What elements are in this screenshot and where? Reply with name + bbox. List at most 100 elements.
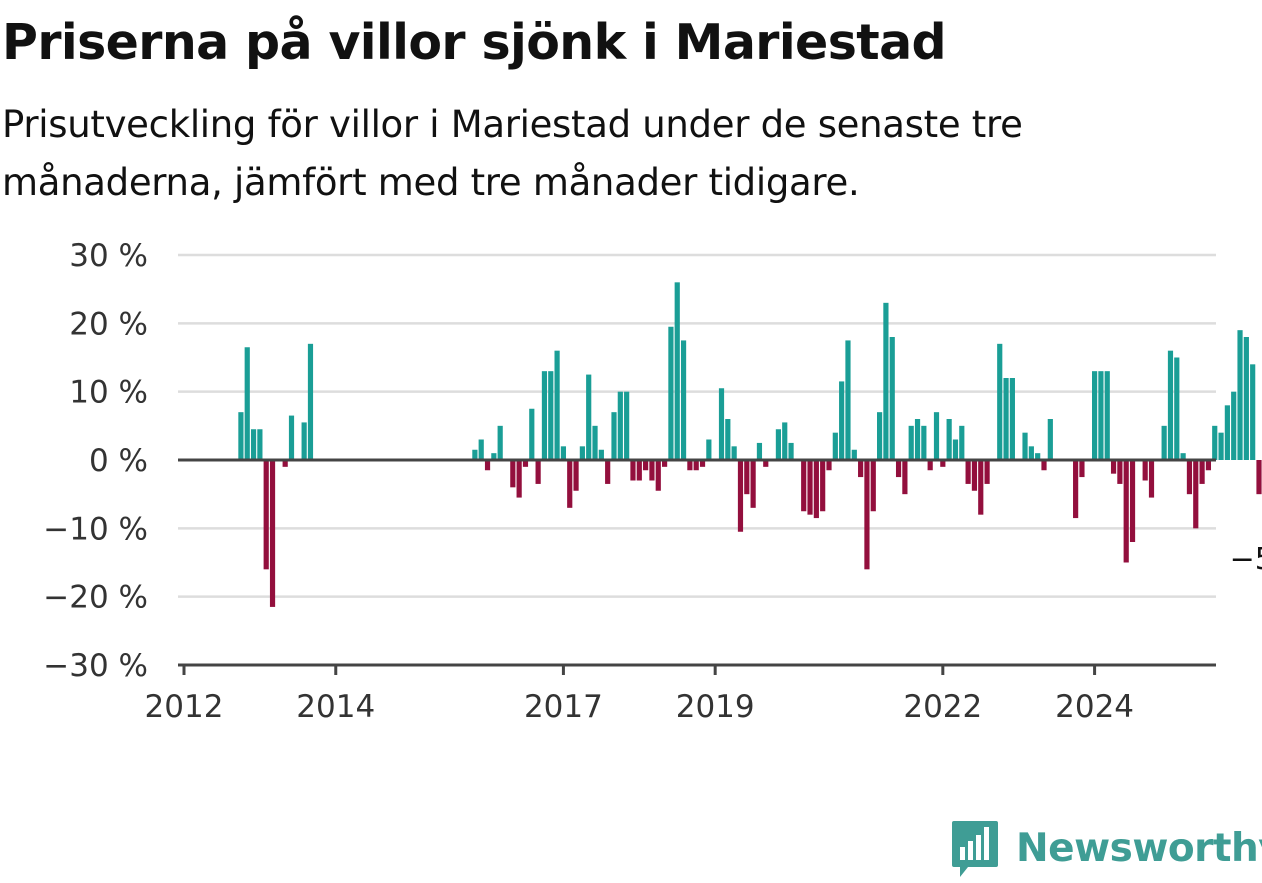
bar-positive <box>617 391 623 460</box>
bar-positive <box>775 429 782 460</box>
bar-positive <box>1009 378 1015 460</box>
bar-positive <box>244 347 250 460</box>
bar-negative <box>826 460 832 471</box>
bar-positive <box>1224 405 1230 460</box>
bar-negative <box>895 460 902 478</box>
bar-negative <box>699 460 706 467</box>
bar-positive <box>257 429 263 460</box>
bar-positive <box>238 412 244 460</box>
bar-negative <box>858 460 864 478</box>
bar-negative <box>567 460 573 508</box>
bar-negative <box>605 460 611 484</box>
annotations: −5 % <box>1227 539 1262 580</box>
bar-negative <box>902 460 908 495</box>
bar-negative <box>1129 460 1136 542</box>
bar-positive <box>921 425 927 460</box>
bar-positive <box>1237 330 1243 460</box>
bar-positive <box>1098 371 1104 460</box>
bar-negative <box>1079 460 1085 478</box>
bar-negative <box>643 460 649 471</box>
bar-negative <box>484 460 491 471</box>
bar-positive <box>788 442 794 460</box>
bar-positive <box>624 391 630 460</box>
bar-positive <box>1218 432 1224 460</box>
bar-negative <box>269 460 276 607</box>
bar-positive <box>832 432 838 460</box>
bar-negative <box>750 460 756 508</box>
x-tick-label: 2022 <box>903 689 982 725</box>
bar-negative <box>630 460 636 481</box>
bar-negative <box>636 460 642 481</box>
x-tick-label: 2017 <box>524 689 603 725</box>
bar-positive <box>914 419 921 460</box>
y-axis-labels: 30 % 20 % 10 % 0 % −10 % −20 % −30 % <box>43 238 148 684</box>
y-tick-label: −20 % <box>43 580 148 616</box>
bar-positive <box>946 419 952 460</box>
bar-negative <box>687 460 693 471</box>
y-tick-label: 20 % <box>69 306 148 342</box>
bar-positive <box>1028 446 1034 460</box>
bar-negative <box>1148 460 1155 498</box>
bar-positive <box>579 446 585 460</box>
bar-positive <box>541 371 548 460</box>
bar-negative <box>282 460 288 467</box>
bar-negative <box>978 460 984 515</box>
bar-negative <box>737 460 744 532</box>
bar-negative <box>971 460 978 491</box>
bar-negative <box>820 460 826 512</box>
bar-negative <box>927 460 933 471</box>
bar-positive <box>731 446 737 460</box>
bar-negative <box>1117 460 1123 484</box>
bar-positive <box>997 343 1003 460</box>
bar-negative <box>263 460 269 570</box>
bar-negative <box>864 460 870 570</box>
bar-negative <box>940 460 946 467</box>
bar-negative <box>1193 460 1199 529</box>
bar-negative <box>573 460 579 491</box>
bar-positive <box>1212 425 1218 460</box>
bar-positive <box>668 326 674 460</box>
bar-positive <box>598 449 604 460</box>
axes <box>178 458 1216 675</box>
chart-badge-icon <box>950 819 1000 877</box>
bar-positive <box>718 388 725 460</box>
bar-negative <box>1110 460 1117 474</box>
x-tick-label: 2014 <box>296 689 375 725</box>
x-tick-label: 2019 <box>676 689 755 725</box>
bar-positive <box>301 422 307 460</box>
bar-positive <box>472 449 478 460</box>
bar-positive <box>478 439 484 460</box>
x-tick-label: 2024 <box>1055 689 1134 725</box>
bar-negative <box>1041 460 1047 471</box>
y-tick-label: 10 % <box>69 375 148 411</box>
bar-negative <box>1199 460 1205 484</box>
brand-name: Newsworthy <box>1016 825 1262 871</box>
bar-negative <box>1073 460 1079 519</box>
bar-positive <box>586 374 592 460</box>
bar-positive <box>529 408 535 460</box>
bar-negative <box>1142 460 1148 481</box>
bar-negative <box>984 460 990 484</box>
bar-negative <box>522 460 529 467</box>
bar-positive <box>288 415 295 460</box>
bar-positive <box>1231 391 1237 460</box>
bar-positive <box>782 422 788 460</box>
bar-negative <box>870 460 876 512</box>
bar-positive <box>1167 350 1174 460</box>
bar-positive <box>491 453 497 460</box>
bar-negative <box>1186 460 1193 495</box>
bar-positive <box>756 442 763 460</box>
bar-negative <box>1123 460 1129 563</box>
bar-positive <box>851 449 857 460</box>
bar-positive <box>1161 425 1167 460</box>
bars <box>238 282 1262 607</box>
bar-negative <box>763 460 769 467</box>
bar-positive <box>1003 378 1009 460</box>
bar-negative <box>801 460 807 512</box>
bar-negative <box>1256 460 1262 495</box>
bar-negative <box>1205 460 1212 471</box>
bar-negative <box>535 460 541 484</box>
bar-positive <box>1250 364 1256 460</box>
bar-positive <box>592 425 598 460</box>
